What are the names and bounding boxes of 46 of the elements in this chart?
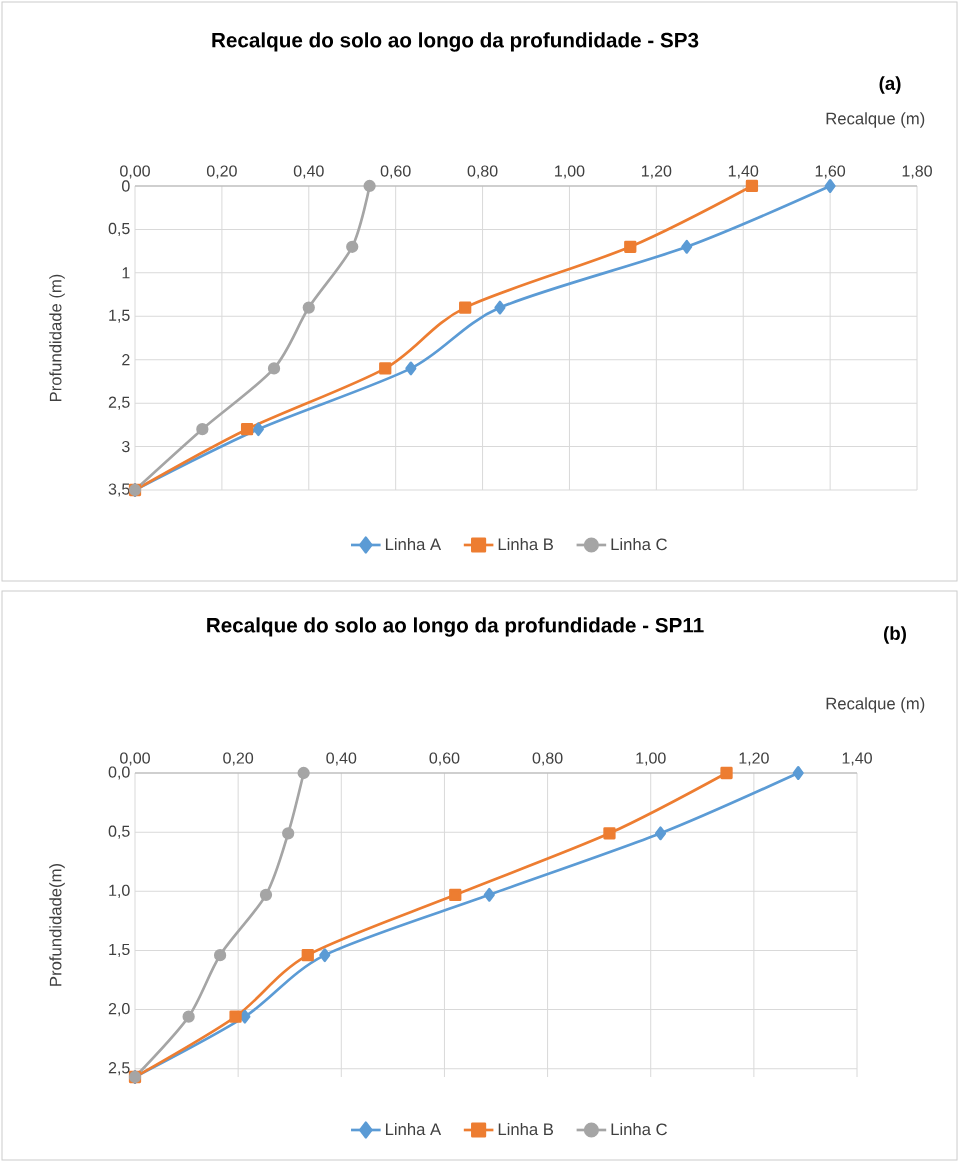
y-tick-label: 1 [122, 267, 130, 279]
x-tick-label: 1,20 [641, 165, 672, 179]
x-tick-label: 0,40 [326, 752, 357, 766]
x-tick-label: 0,00 [120, 165, 150, 179]
y-axis-title: Profundidade(m) [49, 863, 65, 986]
y-tick-label: 2 [122, 354, 130, 366]
y-tick-label: 0,5 [108, 825, 130, 839]
x-tick-label: 1,20 [739, 752, 769, 766]
legend-label: Linha C [611, 537, 667, 551]
y-tick-label: 0,5 [108, 222, 130, 237]
text: (b) [883, 626, 906, 644]
x-axis-title: Recalque (m) [826, 112, 925, 128]
y-tick-label: 2,5 [108, 1062, 130, 1076]
x-tick-label: 1,60 [815, 165, 846, 179]
legend-label: Linha B [498, 537, 554, 551]
legend-label: Linha A [385, 1122, 442, 1136]
text: (a) [879, 76, 901, 94]
legend-label: Linha A [385, 537, 442, 551]
x-tick-label: 1,40 [728, 165, 759, 179]
chart-title: Recalque do solo ao longo da profundidade - SP3 [212, 32, 699, 52]
y-tick-label: 0 [122, 180, 130, 192]
chart-title: Recalque do solo ao longo da profundidade - SP11 [207, 617, 704, 637]
x-tick-label: 1,00 [636, 752, 666, 766]
x-tick-label: 1,80 [902, 165, 932, 179]
x-tick-label: 0,80 [532, 752, 563, 766]
x-tick-label: 0,20 [206, 165, 237, 179]
x-tick-label: 0,60 [429, 752, 460, 766]
y-tick-label: 3,5 [108, 483, 130, 497]
legend-label: Linha B [498, 1122, 554, 1136]
x-tick-label: 0,40 [293, 165, 324, 179]
x-tick-label: 0,80 [467, 165, 498, 179]
y-tick-label: 0,0 [108, 766, 130, 780]
y-axis-title: Profundidade (m) [49, 274, 65, 402]
y-tick-label: 1,5 [109, 943, 130, 957]
x-tick-label: 0,20 [223, 752, 254, 766]
x-tick-label: 0,00 [120, 752, 150, 766]
x-tick-label: 0,60 [380, 165, 411, 179]
y-tick-label: 3 [122, 440, 130, 453]
y-tick-label: 2,5 [108, 396, 130, 410]
y-tick-label: 1,5 [109, 309, 130, 323]
x-tick-label: 1,40 [842, 752, 872, 766]
y-tick-label: 1,0 [109, 884, 130, 898]
x-tick-label: 1,00 [555, 165, 585, 179]
legend-label: Linha C [611, 1122, 667, 1136]
y-tick-label: 2,0 [108, 1002, 130, 1017]
x-axis-title: Recalque (m) [826, 697, 925, 713]
